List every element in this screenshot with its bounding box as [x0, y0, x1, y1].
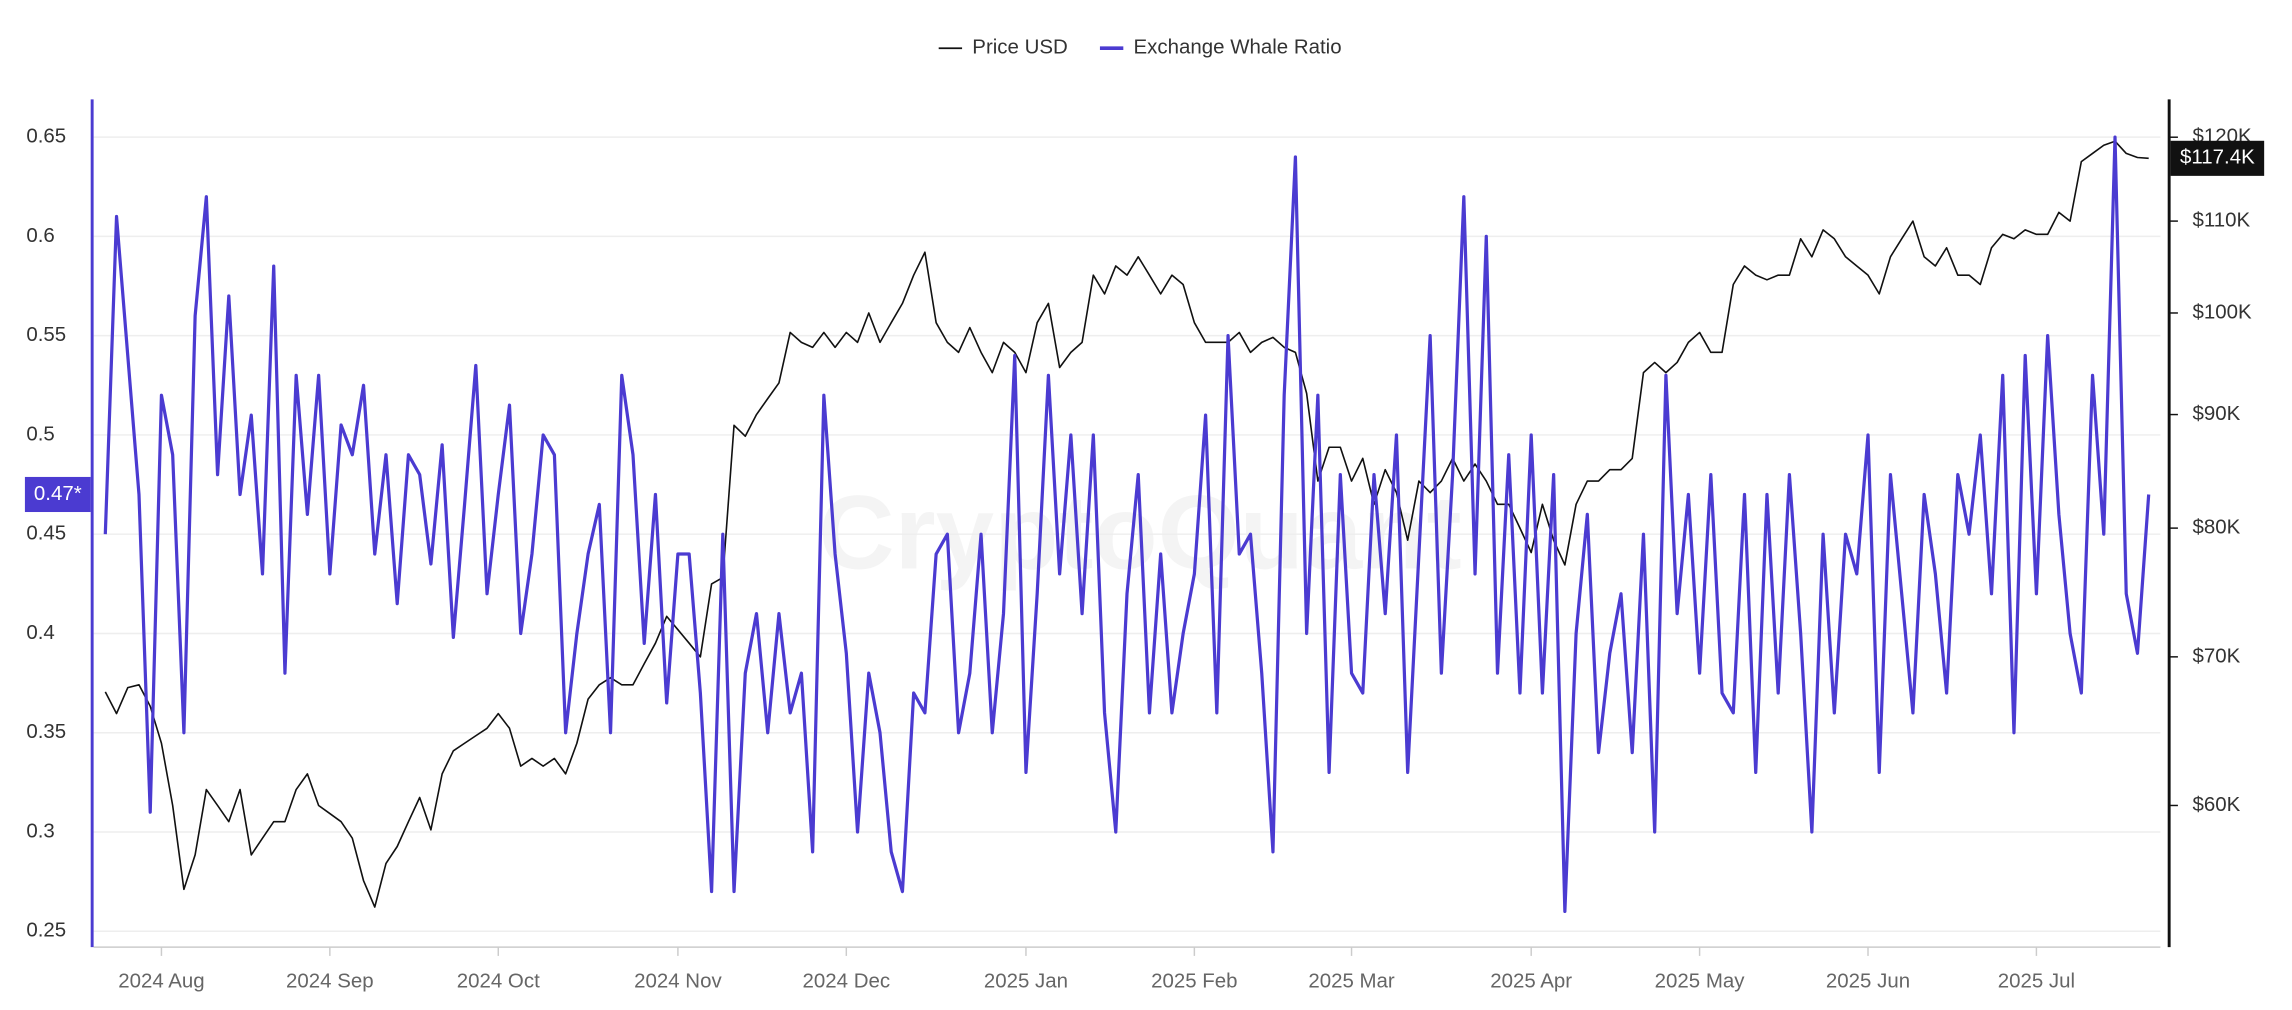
series-line: [103, 135, 2151, 914]
last-value-badge: 0.47*: [24, 476, 91, 513]
legend-label: Price USD: [972, 36, 1067, 59]
y-tick-label: 0.5: [26, 422, 54, 445]
y-tick-label: 0.4: [26, 621, 54, 644]
y-tick-label: 0.35: [26, 720, 66, 743]
y-tick-label: 0.55: [26, 323, 66, 346]
x-tick-label: 2024 Oct: [457, 970, 540, 993]
last-value-badge: $117.4K: [2170, 140, 2265, 176]
series-line: [104, 140, 2149, 908]
badge-bg: [24, 476, 91, 513]
y2-tick-label: $100K: [2193, 300, 2253, 323]
x-tick-label: 2025 Jul: [1998, 970, 2075, 993]
x-tick-label: 2024 Aug: [118, 970, 204, 993]
x-tick-label: 2025 Feb: [1151, 970, 1237, 993]
x-tick-label: 2025 Mar: [1308, 970, 1395, 993]
y2-tick-label: $90K: [2193, 402, 2241, 425]
x-tick-label: 2024 Sep: [286, 970, 374, 993]
y2-tick-label: $60K: [2193, 793, 2241, 816]
legend-label: Exchange Whale Ratio: [1134, 36, 1342, 59]
legend-item: Price USD: [938, 36, 1068, 59]
badge-label: $117.4K: [2180, 146, 2255, 169]
y-tick-label: 0.25: [26, 919, 66, 942]
x-tick-label: 2024 Dec: [803, 970, 891, 993]
y2-tick-label: $110K: [2193, 208, 2251, 231]
legend: Price USD Exchange Whale Ratio: [938, 36, 1342, 59]
y-tick-label: 0.6: [26, 224, 54, 247]
y-tick-label: 0.3: [26, 819, 54, 842]
x-tick-label: 2025 May: [1655, 970, 1746, 993]
x-tick-label: 2025 Apr: [1490, 970, 1572, 993]
badge-label: 0.47*: [34, 482, 82, 505]
badge-bg: [2170, 140, 2265, 176]
legend-item: Exchange Whale Ratio: [1099, 36, 1342, 59]
y2-tick-label: $70K: [2193, 644, 2241, 667]
y2-tick-label: $80K: [2193, 516, 2241, 539]
x-tick-label: 2025 Jun: [1826, 970, 1910, 993]
y-tick-label: 0.65: [26, 125, 66, 148]
y-tick-label: 0.45: [26, 522, 66, 545]
x-tick-label: 2025 Jan: [984, 970, 1068, 993]
x-tick-label: 2024 Nov: [634, 970, 722, 993]
